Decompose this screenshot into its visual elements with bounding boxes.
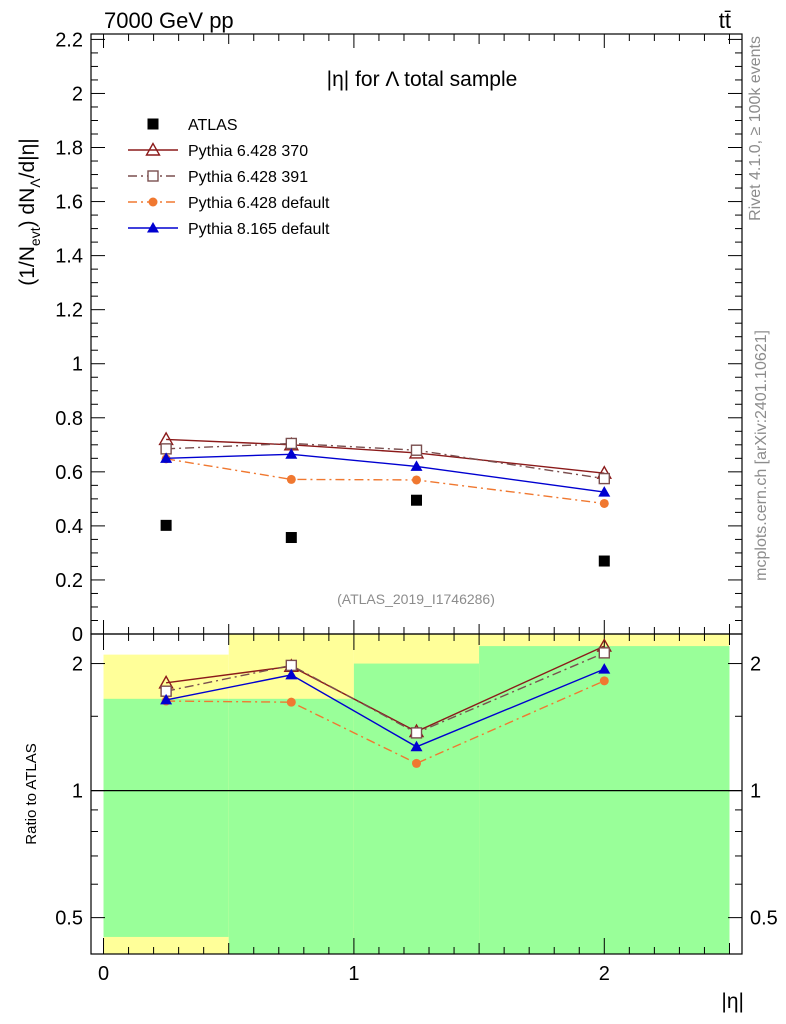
main-point-0-0 [160, 519, 172, 531]
legend-marker-1 [145, 142, 161, 156]
ratio-point-1-2 [410, 727, 423, 739]
ratio-point-2-2 [412, 758, 421, 768]
ratio-point-2-1 [286, 697, 296, 707]
main-point-3-2 [412, 475, 421, 485]
ratio-series-line-1 [165, 652, 605, 734]
rivet-label: Rivet 4.1.0, ≥ 100k events [747, 36, 764, 221]
main-point-0-1 [285, 532, 297, 544]
ratio-series-line-2 [166, 680, 605, 765]
ratio-series-group [158, 638, 612, 768]
main-y-tick-label: 0.6 [55, 462, 83, 484]
ratio-point-3-3 [598, 663, 611, 674]
analysis-watermark: (ATLAS_2019_I1746286) [337, 591, 495, 607]
main-point-4-3 [598, 486, 611, 497]
ratio-y-axis-label: Ratio to ATLAS [23, 743, 40, 844]
legend-label-1: Pythia 6.428 370 [188, 143, 308, 160]
green-band-1 [228, 698, 354, 954]
x-tick-label: 0 [98, 963, 109, 985]
ratio-bands [103, 634, 730, 954]
main-series-line-2 [166, 442, 605, 480]
main-point-3-3 [599, 498, 609, 508]
ratio-panel-frame [90, 633, 743, 955]
ratio-point-2-3 [599, 676, 609, 686]
ratio-axis-ticks: 0.5 0.5 1 1 2 2 0 1 2 [55, 634, 778, 985]
main-y-tick-label: 1.8 [55, 138, 83, 160]
main-y-tick-label: 0.2 [55, 570, 83, 592]
plot-title: |η| for Λ total sample [327, 68, 518, 91]
main-y-tick-label: 1.4 [55, 246, 83, 268]
legend: ATLAS Pythia 6.428 370 Pythia 6.428 391 Pyt… [128, 117, 330, 238]
ratio-y-tick-label-right: 1 [750, 781, 761, 803]
main-y-tick-label: 1.6 [55, 192, 83, 214]
main-y-tick-label: 2 [72, 83, 83, 105]
main-point-2-1 [285, 437, 298, 450]
main-point-0-3 [598, 555, 610, 567]
legend-label-4: Pythia 8.165 default [188, 221, 330, 238]
legend-label-0: ATLAS [188, 117, 238, 134]
main-point-4-0 [160, 452, 173, 463]
ratio-y-tick-label: 1 [72, 781, 83, 803]
x-tick-label: 1 [348, 963, 359, 985]
energy-label: 7000 GeV pp [104, 8, 234, 33]
main-y-tick-label: 0 [72, 624, 83, 646]
legend-marker-3 [148, 197, 158, 207]
main-point-3-1 [286, 474, 296, 484]
main-y-tick-label: 1.2 [55, 300, 83, 322]
ratio-point-3-0 [160, 693, 173, 705]
green-band-3 [479, 646, 730, 954]
main-series-line-3 [166, 458, 605, 505]
process-label: tt̄ [719, 8, 731, 33]
main-point-2-2 [410, 444, 423, 456]
main-axis-ticks: 0 0.2 0.4 0.6 0.8 1 1.2 1.4 1.6 1.8 2 2.2 [55, 29, 742, 646]
green-band-2 [353, 663, 480, 954]
main-point-4-2 [410, 460, 423, 471]
main-y-tick-label: 2.2 [55, 29, 83, 51]
ratio-y-tick-label: 0.5 [55, 908, 83, 930]
ratio-point-3-1 [285, 668, 298, 680]
x-axis-label: |η| [721, 990, 744, 1013]
ratio-series-line-3 [165, 668, 605, 748]
main-series-line-4 [166, 453, 605, 493]
main-point-4-1 [285, 448, 298, 459]
ratio-y-tick-label-right: 0.5 [750, 908, 778, 930]
ratio-y-tick-label-right: 2 [750, 654, 761, 676]
main-y-tick-label: 1 [72, 354, 83, 376]
legend-label-3: Pythia 6.428 default [188, 195, 330, 212]
main-y-tick-label: 0.8 [55, 408, 83, 430]
mcplots-label: mcplots.cern.ch [arXiv:2401.10621] [753, 330, 770, 581]
main-point-0-2 [411, 494, 422, 506]
main-y-tick-label: 0.4 [55, 516, 83, 538]
main-series-group [158, 431, 612, 567]
main-point-1-0 [158, 431, 174, 446]
legend-marker-0 [147, 118, 159, 130]
ratio-y-tick-label: 2 [72, 654, 83, 676]
legend-marker-4 [147, 222, 159, 233]
legend-marker-2 [147, 170, 159, 182]
green-band-0 [103, 698, 229, 937]
x-tick-label: 2 [599, 963, 610, 985]
main-point-2-3 [598, 472, 610, 485]
main-series-line-1 [166, 438, 605, 474]
ratio-point-3-2 [410, 740, 423, 752]
ratio-point-1-3 [598, 647, 610, 659]
main-y-axis-label: (1/Nevt) dNΛ/d|η| [16, 138, 43, 286]
legend-label-2: Pythia 6.428 391 [188, 169, 308, 186]
